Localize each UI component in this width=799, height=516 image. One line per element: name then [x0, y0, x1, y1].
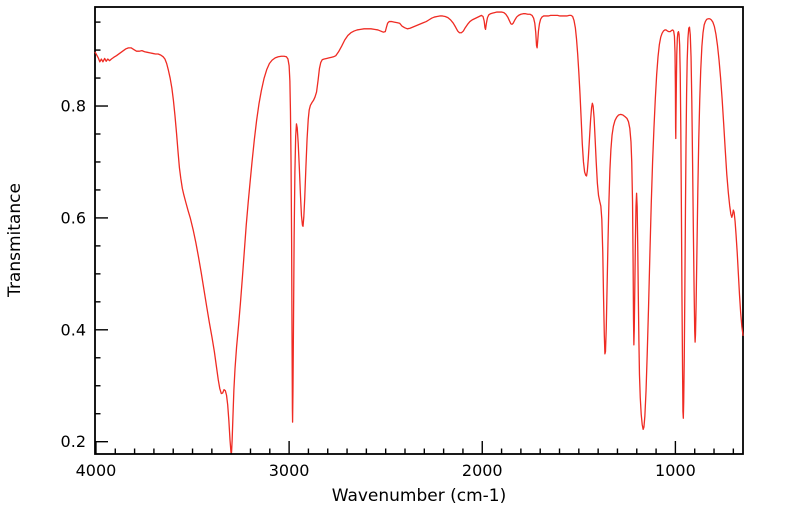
x-tick-label: 2000	[462, 461, 503, 480]
plot-border	[94, 6, 744, 455]
x-tick-label: 3000	[269, 461, 310, 480]
spectrum-line	[94, 11, 744, 453]
x-tick-label: 4000	[76, 461, 117, 480]
y-axis-label: Transmitance	[5, 183, 25, 297]
y-tick-label: 0.8	[61, 97, 86, 116]
y-tick-label: 0.6	[61, 208, 86, 227]
y-tick-label: 0.2	[61, 432, 86, 451]
x-axis-label: Wavenumber (cm-1)	[331, 486, 507, 506]
x-tick-label: 1000	[655, 461, 696, 480]
y-tick-label: 0.4	[61, 320, 86, 339]
